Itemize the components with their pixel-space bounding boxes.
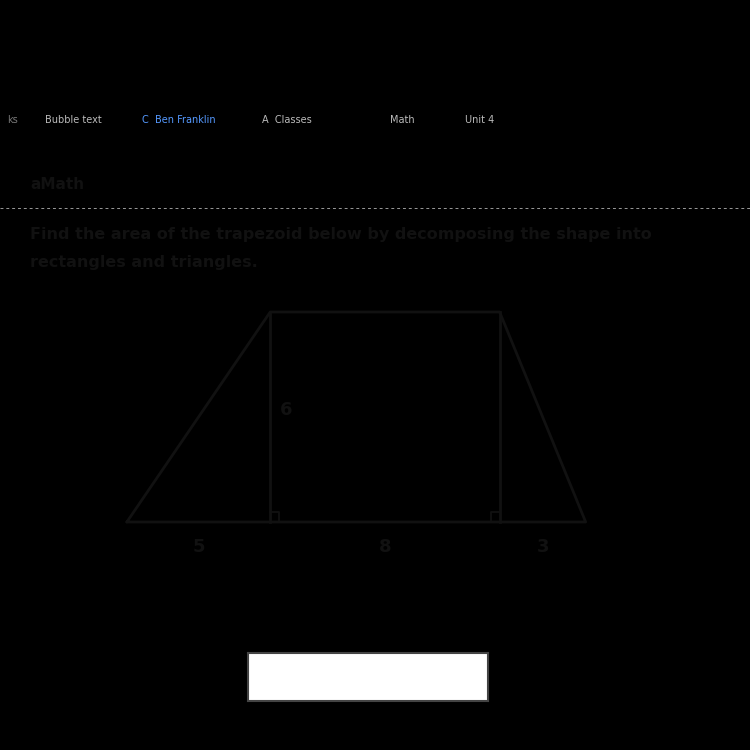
- Text: 8: 8: [379, 538, 392, 556]
- Text: Unit 4: Unit 4: [465, 115, 494, 125]
- Text: 6: 6: [280, 401, 292, 419]
- Text: Bubble text: Bubble text: [45, 115, 102, 125]
- Text: 3: 3: [536, 538, 549, 556]
- Text: A  Classes: A Classes: [262, 115, 312, 125]
- Text: 5: 5: [192, 538, 205, 556]
- Text: Find the area of the trapezoid below by decomposing the shape into: Find the area of the trapezoid below by …: [30, 227, 652, 242]
- Text: aMath: aMath: [30, 177, 84, 192]
- Text: Math: Math: [390, 115, 415, 125]
- Text: ks: ks: [8, 115, 18, 125]
- Text: rectangles and triangles.: rectangles and triangles.: [30, 255, 258, 270]
- Text: C  Ben Franklin: C Ben Franklin: [142, 115, 216, 125]
